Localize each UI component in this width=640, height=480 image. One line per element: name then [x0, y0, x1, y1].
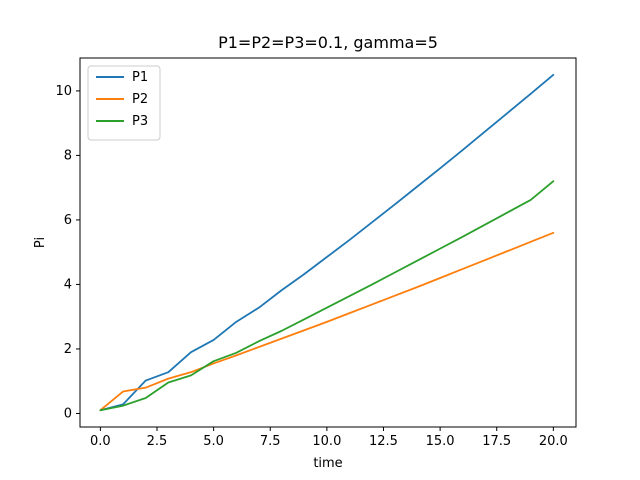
- y-tick-label: 4: [64, 277, 72, 292]
- x-tick-label: 2.5: [147, 434, 168, 449]
- series-line-p3: [99, 180, 555, 412]
- x-tick-label: 12.5: [369, 434, 398, 449]
- y-tick-label: 2: [64, 342, 72, 357]
- x-tick-label: 15.0: [426, 434, 455, 449]
- y-tick-label: 8: [64, 148, 72, 163]
- x-tick-label: 10.0: [312, 434, 341, 449]
- series-layer: [99, 73, 555, 412]
- x-tick-label: 5.0: [203, 434, 224, 449]
- chart-title: P1=P2=P3=0.1, gamma=5: [218, 33, 438, 52]
- x-tick-label: 0.0: [90, 434, 111, 449]
- x-tick-label: 17.5: [482, 434, 511, 449]
- legend-label-p2: P2: [132, 92, 148, 107]
- y-tick-label: 10: [55, 84, 72, 99]
- series-line-p1: [99, 73, 555, 412]
- x-tick-label: 20.0: [539, 434, 568, 449]
- legend-label-p1: P1: [132, 70, 148, 85]
- y-axis-label: Pi: [33, 237, 48, 248]
- legend-label-p3: P3: [132, 114, 148, 129]
- x-axis-ticks: 0.0 2.5 5.0 7.5 10.0 12.5 15.0 17.5 20.0: [90, 427, 568, 449]
- y-axis-ticks: 0 2 4 6 8 10: [55, 84, 80, 421]
- x-axis-label: time: [313, 456, 342, 471]
- x-tick-label: 7.5: [260, 434, 281, 449]
- plot-area: [79, 57, 577, 428]
- series-line-p2: [99, 231, 555, 412]
- y-tick-label: 0: [64, 406, 72, 421]
- legend: P1 P2 P3: [87, 65, 161, 141]
- y-tick-label: 6: [64, 213, 72, 228]
